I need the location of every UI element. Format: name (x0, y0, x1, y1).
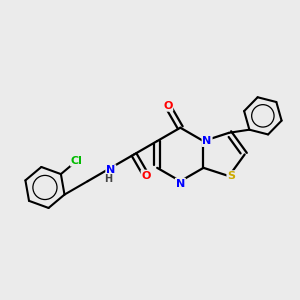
Text: O: O (163, 101, 172, 111)
Text: N: N (106, 165, 116, 175)
Text: Cl: Cl (71, 156, 83, 166)
Text: S: S (227, 171, 235, 181)
Text: N: N (176, 178, 185, 189)
Text: O: O (142, 171, 151, 181)
Text: H: H (104, 174, 112, 184)
Text: N: N (202, 136, 212, 146)
